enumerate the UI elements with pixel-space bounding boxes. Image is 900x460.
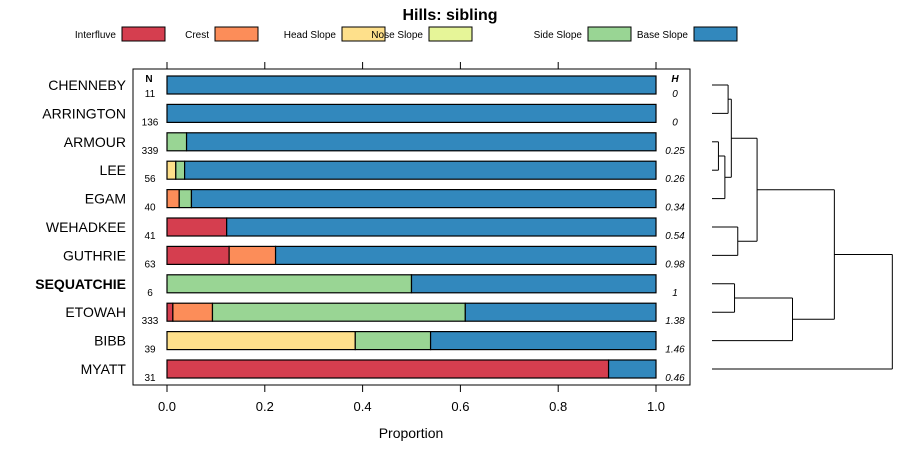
bar-bibb-base-slope (429, 331, 657, 351)
row-labels: CHENNEBY ARRINGTON ARMOUR LEE EGAM WEHADKEE GU… (35, 77, 126, 377)
bar-sequatchie-base-slope (410, 274, 657, 294)
h-value-etowah: 1.38 (665, 316, 685, 327)
x-tick-label-0: 0.0 (158, 399, 176, 414)
bar-guthrie-crest (228, 245, 277, 265)
row-label-wehadkee: WEHADKEE (46, 219, 126, 235)
bar-sequatchie-side-slope (166, 274, 413, 294)
h-value-armour: 0.25 (665, 146, 685, 157)
row-label-armour: ARMOUR (64, 134, 126, 150)
bar-etowah-crest (172, 302, 214, 322)
h-value-arrington: 0 (672, 117, 678, 128)
n-value-sequatchie: 6 (147, 288, 153, 299)
legend-label-head-slope: Head Slope (284, 30, 337, 41)
n-value-armour: 339 (142, 146, 159, 157)
bar-arrington-base-slope (166, 103, 657, 124)
plot-frame (132, 68, 691, 386)
h-value-bibb: 1.46 (665, 345, 685, 356)
bar-bibb-head-slope (166, 331, 356, 351)
bar-bibb-side-slope (354, 331, 432, 351)
legend-label-nose-slope: Nose Slope (371, 30, 423, 41)
bar-wehadkee-base-slope (226, 217, 657, 237)
x-tick-label-3: 0.6 (451, 399, 469, 414)
h-value-egam: 0.34 (665, 203, 685, 214)
bar-lee-base-slope (184, 160, 657, 180)
n-value-lee: 56 (144, 174, 156, 185)
bar-egam-crest (166, 189, 180, 209)
x-tick-label-5: 1.0 (647, 399, 665, 414)
bar-etowah-base-slope (464, 302, 657, 322)
bar-guthrie-base-slope (274, 245, 657, 265)
n-value-chenneby: 11 (145, 89, 156, 100)
h-value-myatt: 0.46 (665, 373, 685, 384)
h-column-header: H (671, 74, 679, 85)
bar-egam-base-slope (190, 189, 657, 209)
n-value-bibb: 39 (144, 345, 156, 356)
bar-myatt-base-slope (607, 359, 657, 379)
bar-lee-side-slope (175, 160, 186, 180)
legend-label-interfluve: Interfluve (75, 30, 117, 41)
legend-swatch-nose-slope (428, 26, 473, 42)
bar-myatt-interfluve (166, 359, 610, 379)
legend: Interfluve Crest Head Slope Nose Slope Side … (75, 26, 738, 42)
h-value-wehadkee: 0.54 (665, 231, 685, 242)
n-value-myatt: 31 (144, 373, 156, 384)
row-label-chenneby: CHENNEBY (48, 77, 126, 93)
x-tick-label-2: 0.4 (354, 399, 372, 414)
legend-label-base-slope: Base Slope (637, 30, 689, 41)
bar-guthrie-interfluve (166, 245, 230, 265)
row-label-arrington: ARRINGTON (42, 105, 126, 121)
bar-egam-side-slope (178, 189, 193, 209)
x-tick-label-4: 0.8 (549, 399, 567, 414)
dendrogram (712, 84, 893, 370)
bar-wehadkee-interfluve (166, 217, 228, 237)
legend-swatch-crest (214, 26, 259, 42)
legend-swatch-interfluve (121, 26, 166, 42)
n-value-egam: 40 (144, 203, 156, 214)
h-value-guthrie: 0.98 (665, 259, 685, 270)
row-label-myatt: MYATT (81, 361, 127, 377)
row-label-egam: EGAM (85, 191, 126, 207)
row-label-bibb: BIBB (94, 333, 126, 349)
bar-armour-side-slope (166, 132, 188, 152)
x-axis-label: Proportion (379, 425, 444, 441)
x-tick-label-1: 0.2 (256, 399, 274, 414)
row-label-lee: LEE (100, 162, 126, 178)
row-label-etowah: ETOWAH (65, 304, 126, 320)
legend-label-crest: Crest (185, 30, 209, 41)
bar-chenneby-base-slope (166, 75, 657, 95)
bar-etowah-side-slope (211, 302, 466, 322)
n-value-arrington: 136 (142, 117, 159, 128)
row-label-sequatchie: SEQUATCHIE (35, 276, 126, 292)
n-value-wehadkee: 41 (144, 231, 156, 242)
h-labels: 0 0 0.25 0.26 0.34 0.54 0.98 1 1.38 1.46 0.46 (665, 89, 685, 384)
bars-group (166, 75, 657, 379)
h-value-chenneby: 0 (672, 89, 678, 100)
legend-label-side-slope: Side Slope (534, 30, 583, 41)
bar-armour-base-slope (185, 132, 657, 152)
chart-title: Hills: sibling (402, 7, 497, 24)
bar-lee-head-slope (166, 160, 177, 180)
row-label-guthrie: GUTHRIE (63, 247, 126, 263)
h-value-lee: 0.26 (665, 174, 685, 185)
legend-swatch-base-slope (693, 26, 738, 42)
legend-swatch-side-slope (587, 26, 632, 42)
n-column-header: N (145, 74, 152, 85)
n-value-guthrie: 63 (144, 259, 156, 270)
h-value-sequatchie: 1 (672, 288, 678, 299)
n-labels: 11 136 339 56 40 41 63 6 333 39 31 (142, 89, 159, 384)
n-value-etowah: 333 (142, 316, 159, 327)
bar-etowah-interfluve (166, 302, 174, 322)
legend-swatch-head-slope (341, 26, 386, 42)
x-axis: 0.0 0.2 0.4 0.6 0.8 1.0 (158, 62, 665, 414)
